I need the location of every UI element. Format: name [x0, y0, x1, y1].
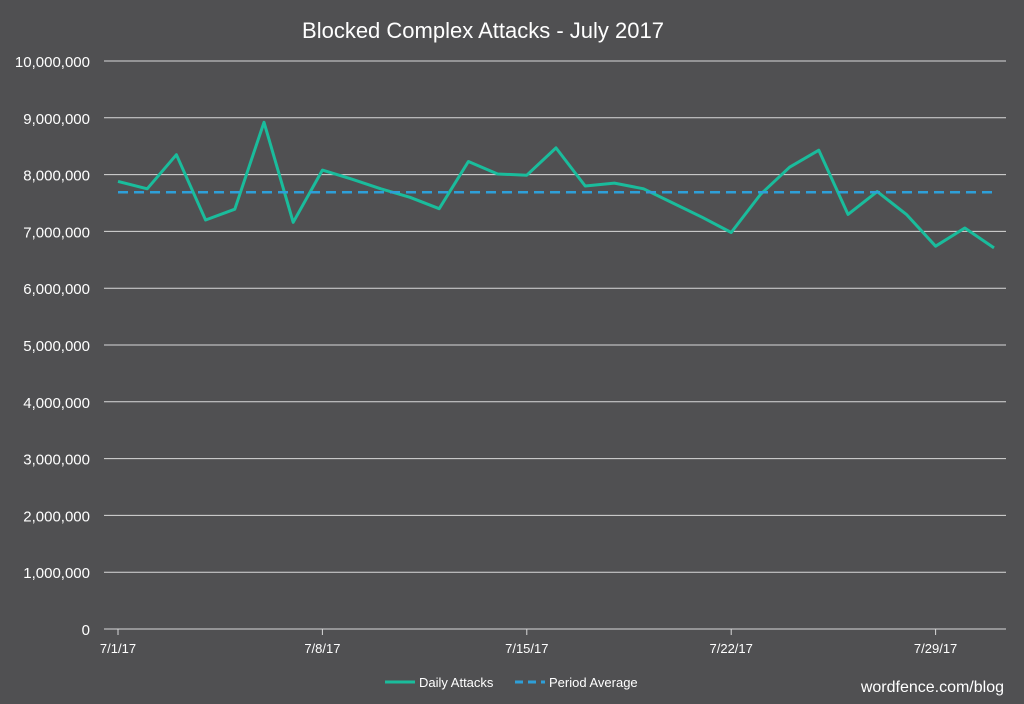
y-tick-label: 8,000,000	[23, 168, 90, 185]
legend: Daily Attacks Period Average	[385, 675, 638, 690]
y-tick-label: 2,000,000	[23, 508, 90, 525]
watermark: wordfence.com/blog	[860, 679, 1004, 696]
x-axis: 7/1/17 7/8/17 7/15/17 7/22/17 7/29/17	[100, 628, 1006, 656]
series-layer	[117, 120, 995, 250]
y-tick-label: 0	[82, 622, 90, 639]
x-tick-label: 7/22/17	[710, 641, 753, 656]
y-tick-label: 10,000,000	[15, 54, 90, 71]
y-tick-label: 9,000,000	[23, 111, 90, 128]
legend-label-daily-attacks: Daily Attacks	[419, 675, 494, 690]
x-tick-label: 7/1/17	[100, 641, 136, 656]
x-tick-label: 7/8/17	[304, 641, 340, 656]
chart-title: Blocked Complex Attacks - July 2017	[302, 18, 664, 43]
gridlines	[104, 60, 1006, 573]
y-tick-label: 1,000,000	[23, 565, 90, 582]
y-tick-label: 3,000,000	[23, 452, 90, 469]
series-line-daily-attacks	[117, 120, 995, 250]
x-tick-label: 7/29/17	[914, 641, 957, 656]
y-tick-label: 7,000,000	[23, 224, 90, 241]
y-tick-label: 5,000,000	[23, 338, 90, 355]
y-tick-label: 6,000,000	[23, 281, 90, 298]
y-axis: 0 1,000,000 2,000,000 3,000,000 4,000,000 5,0…	[15, 54, 90, 639]
x-tick-label: 7/15/17	[505, 641, 548, 656]
legend-label-period-average: Period Average	[549, 675, 638, 690]
y-tick-label: 4,000,000	[23, 395, 90, 412]
